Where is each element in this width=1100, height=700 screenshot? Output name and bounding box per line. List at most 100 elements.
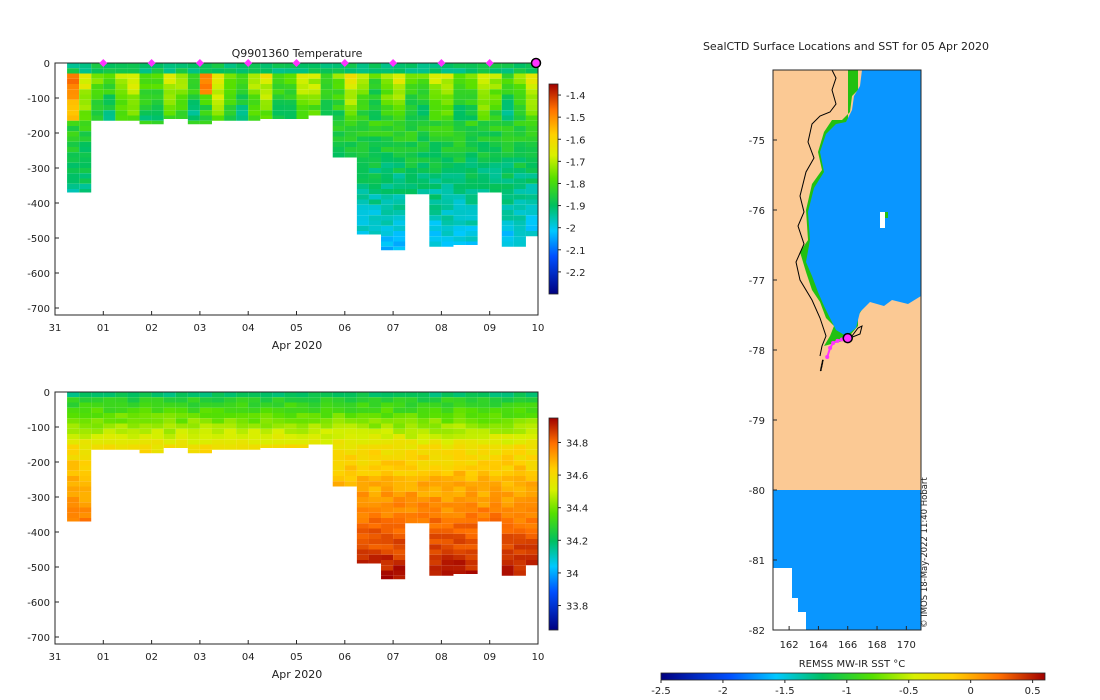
section-cell — [453, 63, 466, 69]
section-cell — [199, 99, 212, 105]
section-cell — [381, 560, 394, 566]
surface-marker — [340, 59, 349, 67]
section-cell — [381, 210, 394, 216]
section-cell — [489, 423, 502, 429]
section-cell — [103, 397, 116, 403]
section-cell — [67, 94, 80, 100]
section-cell — [465, 565, 478, 571]
section-cell — [139, 407, 152, 413]
section-cell — [393, 518, 406, 524]
section-cell — [453, 78, 466, 84]
section-cell — [356, 199, 369, 205]
section-cell — [368, 157, 382, 163]
section-cell — [417, 73, 430, 79]
section-cell — [477, 407, 490, 413]
colorbar-tick-label: -2 — [566, 224, 576, 235]
sst-colorbar — [661, 673, 1045, 680]
x-tick-label: 02 — [145, 323, 158, 334]
section-cell — [67, 120, 80, 126]
section-cell — [453, 136, 466, 142]
section-cell — [115, 423, 128, 429]
track-dot — [820, 368, 822, 370]
section-cell — [332, 455, 345, 461]
section-cell — [465, 549, 478, 555]
section-cell — [368, 444, 382, 450]
section-cell — [381, 236, 394, 242]
section-cell — [429, 84, 442, 90]
section-cell — [417, 68, 430, 74]
section-cell — [368, 549, 382, 555]
section-cell — [139, 105, 152, 111]
section-cell — [393, 210, 406, 216]
section-cell — [356, 402, 369, 408]
section-cell — [103, 84, 116, 90]
section-cell — [465, 465, 478, 471]
section-cell — [284, 99, 297, 105]
section-cell — [453, 110, 466, 116]
section-cell — [91, 94, 104, 100]
section-cell — [393, 231, 406, 237]
section-cell — [368, 136, 382, 142]
section-cell — [211, 418, 225, 424]
section-cell — [441, 444, 454, 450]
section-cell — [429, 413, 442, 419]
section-cell — [405, 397, 418, 403]
x-tick-label: 09 — [483, 323, 496, 334]
section-cell — [429, 554, 442, 560]
section-cell — [187, 94, 200, 100]
section-cell — [441, 512, 454, 518]
map-x-tick-label: 170 — [897, 640, 916, 651]
section-cell — [67, 126, 80, 132]
section-cell — [513, 539, 526, 545]
section-cell — [453, 497, 466, 503]
section-cell — [320, 418, 333, 424]
section-cell — [465, 183, 478, 189]
section-cell — [453, 544, 466, 550]
section-cell — [525, 73, 538, 79]
section-cell — [248, 115, 261, 121]
section-cell — [538, 189, 550, 194]
section-cell — [465, 215, 478, 221]
section-cell — [368, 486, 382, 492]
section-cell — [175, 407, 188, 413]
section-cell — [393, 152, 406, 158]
section-cell — [501, 539, 514, 545]
section-cell — [489, 486, 502, 492]
section-cell — [465, 449, 478, 455]
section-cell — [453, 465, 466, 471]
section-cell — [441, 565, 454, 571]
section-cell — [236, 89, 249, 95]
section-cell — [260, 73, 273, 79]
section-cell — [441, 413, 454, 419]
section-cell — [381, 225, 394, 231]
section-cell — [151, 402, 164, 408]
section-cell — [272, 68, 285, 74]
section-cell — [127, 78, 140, 84]
section-cell — [441, 236, 454, 242]
section-cell — [513, 502, 526, 508]
section-cell — [381, 491, 394, 497]
section-cell — [272, 84, 285, 90]
section-cell — [163, 407, 176, 413]
section-cell — [79, 434, 92, 440]
section-cell — [477, 173, 490, 179]
section-cell — [429, 152, 442, 158]
section-cell — [477, 89, 490, 95]
section-cell — [139, 418, 152, 424]
section-cell — [417, 99, 430, 105]
section-cell — [151, 73, 164, 79]
section-cell — [67, 460, 80, 466]
section-cell — [356, 460, 369, 466]
section-cell — [224, 89, 237, 95]
section-cell — [525, 444, 538, 450]
section-cell — [236, 439, 249, 445]
section-cell — [465, 231, 478, 237]
surface-marker — [195, 59, 204, 67]
section-cell — [248, 73, 261, 79]
section-cell — [441, 84, 454, 90]
section-cell — [405, 518, 418, 524]
section-cell — [429, 544, 442, 550]
section-cell — [538, 158, 550, 163]
x-tick-label: 09 — [483, 652, 496, 663]
section-cell — [417, 512, 430, 518]
